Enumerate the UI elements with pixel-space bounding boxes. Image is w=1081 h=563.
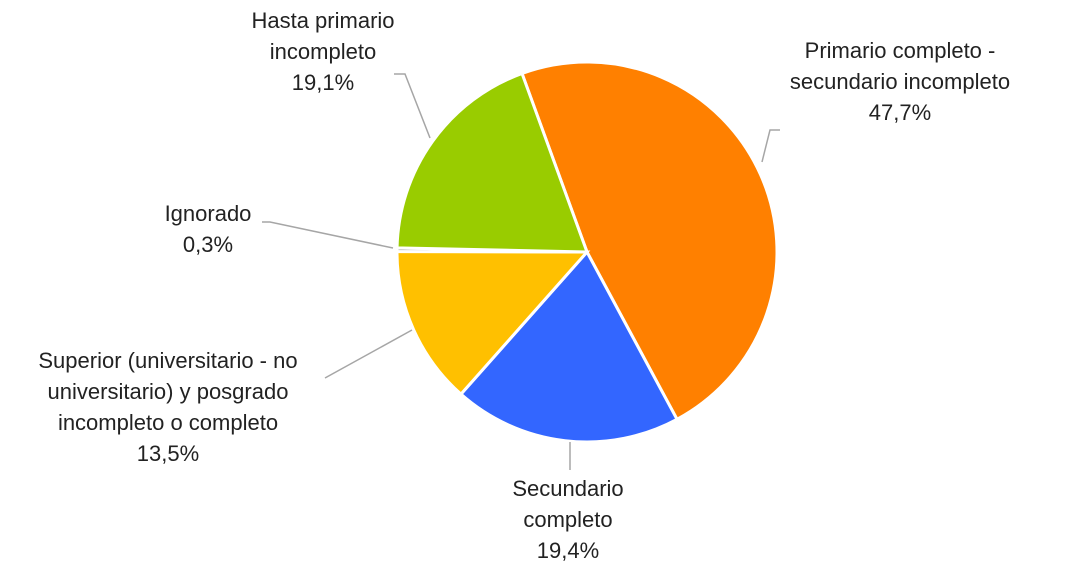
value-label: 0,3% <box>183 232 233 257</box>
pie-slice <box>395 71 590 254</box>
value-label: 19,4% <box>537 538 599 563</box>
leader-line <box>761 129 780 163</box>
pie-slice <box>520 60 779 422</box>
leader-line <box>262 221 394 249</box>
leader-line <box>394 73 431 139</box>
value-label: 47,7% <box>869 100 931 125</box>
slice-label: Primario completo -secundario incompleto <box>790 38 1010 94</box>
slice-label: Hasta primario incompleto <box>251 8 394 64</box>
pie-slice <box>458 249 680 444</box>
leader-line <box>324 329 413 379</box>
slice-label: Ignorado <box>165 201 252 226</box>
value-label: 13,5% <box>137 441 199 466</box>
value-label: 19,1% <box>292 70 354 95</box>
slice-label: Secundario completo <box>512 476 623 532</box>
pie-slice <box>395 249 591 397</box>
slice-label: Superior (universitario - no universitari… <box>38 348 297 435</box>
